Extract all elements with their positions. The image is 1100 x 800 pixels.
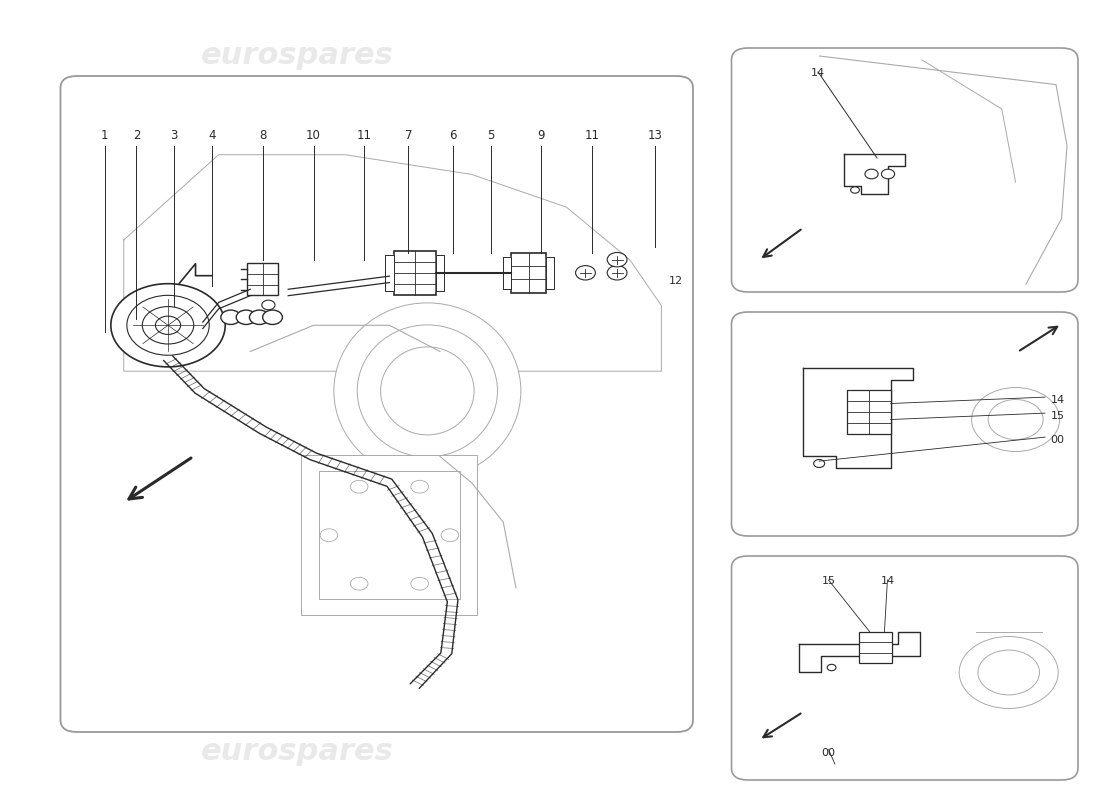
Polygon shape: [385, 255, 394, 291]
Text: 00: 00: [1050, 434, 1065, 445]
Circle shape: [971, 387, 1059, 451]
Bar: [859, 632, 892, 662]
Text: 13: 13: [648, 129, 662, 142]
Text: 10: 10: [306, 129, 321, 142]
Circle shape: [865, 170, 878, 178]
Circle shape: [142, 306, 194, 344]
Polygon shape: [436, 255, 444, 291]
Text: eurospares: eurospares: [200, 738, 394, 766]
Circle shape: [350, 578, 367, 590]
Circle shape: [250, 310, 270, 325]
Circle shape: [111, 284, 226, 367]
Circle shape: [236, 310, 256, 325]
Text: 00: 00: [822, 748, 836, 758]
Text: 11: 11: [584, 129, 600, 142]
Text: 3: 3: [170, 129, 178, 142]
Polygon shape: [546, 257, 553, 289]
Circle shape: [988, 399, 1043, 439]
Text: 2: 2: [133, 129, 140, 142]
Circle shape: [320, 529, 338, 542]
Polygon shape: [123, 154, 661, 371]
Bar: [394, 251, 436, 295]
FancyBboxPatch shape: [732, 556, 1078, 780]
Ellipse shape: [358, 325, 497, 457]
Polygon shape: [503, 257, 510, 289]
Bar: [301, 455, 477, 615]
Text: eurospares: eurospares: [777, 742, 917, 762]
Circle shape: [221, 310, 241, 325]
FancyBboxPatch shape: [732, 312, 1078, 536]
Text: 11: 11: [356, 129, 372, 142]
Text: 7: 7: [405, 129, 412, 142]
Circle shape: [441, 529, 459, 542]
Bar: [510, 253, 546, 293]
Bar: [248, 263, 278, 295]
Text: eurospares: eurospares: [200, 42, 394, 70]
Text: 15: 15: [1050, 410, 1065, 421]
Text: 14: 14: [1050, 394, 1065, 405]
Polygon shape: [844, 154, 904, 194]
Circle shape: [262, 300, 275, 310]
Circle shape: [850, 186, 859, 194]
FancyBboxPatch shape: [732, 48, 1078, 292]
Text: eurospares: eurospares: [777, 46, 917, 66]
Bar: [319, 471, 460, 599]
Text: 14: 14: [811, 68, 825, 78]
Bar: [847, 390, 891, 434]
Ellipse shape: [381, 347, 474, 435]
Text: 14: 14: [880, 576, 894, 586]
FancyBboxPatch shape: [60, 76, 693, 732]
Circle shape: [827, 664, 836, 670]
Ellipse shape: [333, 303, 520, 479]
Text: 9: 9: [538, 129, 544, 142]
Circle shape: [411, 578, 429, 590]
Circle shape: [881, 170, 894, 178]
Circle shape: [350, 480, 367, 493]
Circle shape: [411, 480, 429, 493]
Text: 4: 4: [209, 129, 216, 142]
Circle shape: [607, 253, 627, 267]
Text: 1: 1: [101, 129, 109, 142]
Polygon shape: [803, 367, 913, 467]
Circle shape: [263, 310, 283, 325]
Text: 12: 12: [669, 276, 683, 286]
Circle shape: [814, 459, 825, 467]
Text: 15: 15: [822, 576, 836, 586]
Text: 8: 8: [260, 129, 266, 142]
Text: 5: 5: [487, 129, 494, 142]
Polygon shape: [799, 631, 920, 671]
Circle shape: [959, 637, 1058, 709]
Circle shape: [155, 316, 180, 334]
Circle shape: [607, 266, 627, 280]
Circle shape: [978, 650, 1040, 695]
Circle shape: [126, 295, 209, 355]
Text: 6: 6: [449, 129, 456, 142]
Circle shape: [575, 266, 595, 280]
